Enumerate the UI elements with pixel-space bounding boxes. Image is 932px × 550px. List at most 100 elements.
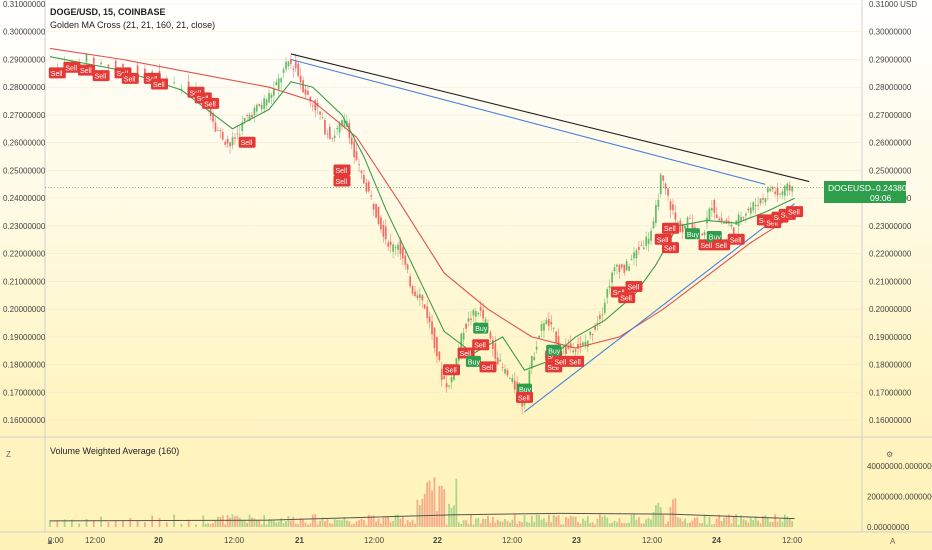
volume-bar	[122, 519, 124, 527]
volume-bar	[355, 521, 358, 527]
volume-bar	[287, 515, 290, 527]
right-price-tick-label: 0.26000000	[869, 139, 912, 148]
candle-body	[433, 327, 436, 348]
candle-body	[418, 294, 421, 299]
volume-bar	[470, 514, 472, 527]
volume-bar	[219, 517, 222, 527]
volume-bar	[370, 515, 373, 527]
candle-body	[384, 226, 387, 240]
candle-body	[209, 103, 212, 117]
volume-bar	[229, 517, 231, 527]
volume-bar	[428, 480, 431, 527]
candle-body	[251, 114, 253, 118]
candle-body	[562, 345, 565, 347]
candle-body	[594, 325, 596, 330]
candle-body	[611, 272, 613, 283]
volume-bar	[255, 520, 258, 527]
volume-bar	[764, 515, 767, 527]
volume-bar	[238, 517, 241, 527]
volume-bar	[246, 522, 248, 527]
candle-body	[584, 341, 587, 345]
volume-bar	[404, 524, 407, 527]
volume-bar	[693, 517, 696, 527]
volume-bar	[586, 516, 589, 527]
volume-bar	[270, 519, 273, 527]
volume-bar	[482, 518, 485, 527]
candle-body	[436, 337, 438, 357]
candle-body	[343, 119, 346, 128]
volume-bar	[667, 521, 669, 527]
candle-body	[574, 349, 577, 352]
candle-body	[114, 60, 117, 68]
signal-sell-badge	[662, 242, 679, 254]
volume-bar	[333, 519, 336, 527]
volume-bar	[221, 515, 224, 527]
left-price-tick-label: 0.19000000	[3, 333, 46, 342]
volume-bar	[713, 524, 716, 527]
candle-body	[460, 333, 463, 353]
signal-sell-badge	[48, 67, 66, 79]
volume-bar	[647, 517, 650, 527]
volume-bar	[674, 498, 677, 527]
signal-label: Sell	[766, 221, 778, 228]
candle-body	[720, 218, 723, 222]
auto-scale-button[interactable]: A	[890, 537, 896, 546]
volume-tick-label: 20000000.00000000	[867, 493, 932, 502]
candle-body	[231, 137, 234, 146]
candle-body	[667, 188, 669, 196]
volume-bar	[49, 520, 51, 527]
candle-body	[428, 316, 431, 323]
signal-label: Sell	[51, 71, 63, 78]
volume-bar	[640, 523, 643, 527]
volume-bar	[309, 523, 312, 527]
volume-bar	[747, 522, 750, 527]
volume-bar	[85, 518, 88, 527]
signal-sell-badge	[516, 391, 533, 403]
candle-body	[421, 295, 424, 301]
signal-label: Sell	[547, 365, 559, 372]
candle-body	[664, 183, 667, 190]
volume-bar	[338, 520, 341, 527]
volume-bar	[319, 520, 321, 527]
candle-body	[781, 191, 784, 195]
volume-bar	[253, 518, 256, 527]
price-tag-price: 0.24380000	[876, 183, 921, 193]
candle-body	[370, 195, 373, 197]
signal-sell-badge	[654, 233, 672, 245]
candle-body	[397, 244, 399, 250]
volume-bar	[399, 518, 402, 527]
volume-bar	[601, 516, 604, 527]
volume-bar	[757, 520, 759, 527]
volume-bar	[226, 515, 229, 527]
candle-body	[324, 120, 326, 135]
candle-body	[630, 258, 633, 260]
settings-icon[interactable]: ⚙	[886, 450, 894, 459]
volume-bar	[499, 521, 502, 527]
volume-bar	[382, 517, 385, 527]
signal-label: Buy	[475, 326, 488, 333]
candle-body	[465, 323, 467, 329]
volume-bar	[555, 516, 558, 527]
volume-bar	[440, 485, 443, 527]
signal-label: Sell	[124, 76, 136, 83]
right-price-tick-label: 0.27000000	[869, 111, 912, 120]
right-price-tick-label: 0.18000000	[869, 361, 912, 370]
candle-body	[582, 342, 584, 346]
candle-body	[423, 304, 426, 309]
left-price-tick-label: 0.16000000	[3, 416, 46, 425]
signal-label: Buy	[468, 359, 481, 366]
signal-buy-badge	[546, 344, 562, 356]
signal-sell-badge	[662, 222, 679, 234]
candle-body	[577, 343, 579, 349]
volume-bar	[299, 518, 302, 527]
volume-bar	[491, 516, 494, 527]
candle-body	[100, 62, 102, 65]
volume-bar	[596, 518, 599, 527]
candle-body	[686, 217, 689, 229]
volume-bar	[579, 523, 582, 527]
volume-bar	[234, 516, 236, 527]
left-price-tick-label: 0.26000000	[3, 139, 46, 148]
volume-bar	[401, 516, 404, 527]
candle-body	[596, 322, 599, 324]
